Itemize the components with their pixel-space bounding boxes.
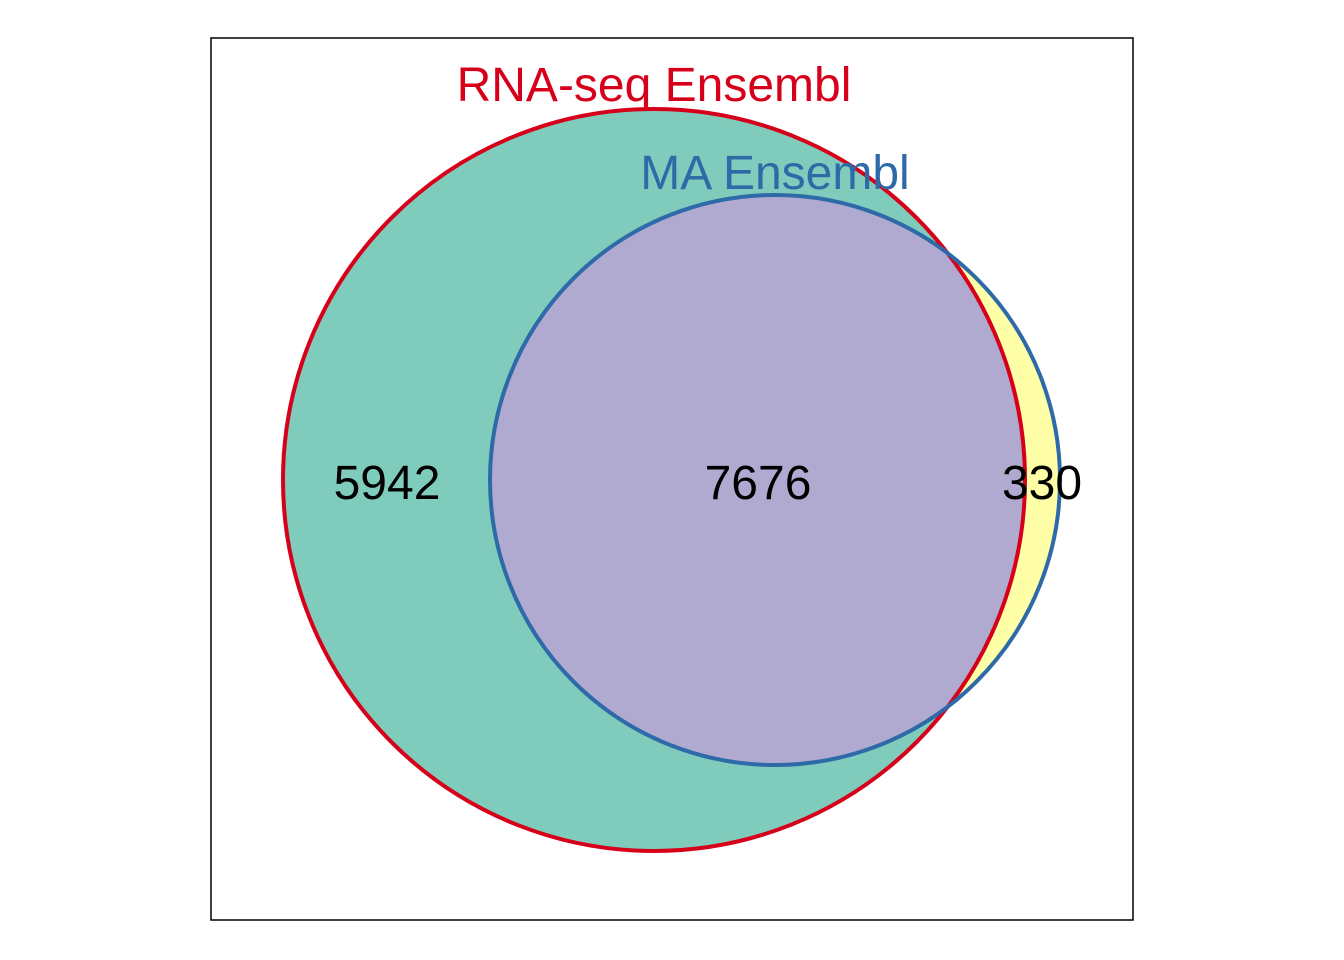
plot-frame xyxy=(210,37,1134,921)
set-a-outline xyxy=(281,107,1027,853)
overlap-fill xyxy=(490,195,1025,765)
set-a-label: RNA-seq Ensembl xyxy=(457,59,852,112)
region-only-a-count: 5942 xyxy=(334,457,441,510)
set-b-outline xyxy=(488,193,1062,767)
set-b-label: MA Ensembl xyxy=(640,147,909,200)
region-only-b-count: 330 xyxy=(1002,457,1082,510)
region-both-count: 7676 xyxy=(705,457,812,510)
